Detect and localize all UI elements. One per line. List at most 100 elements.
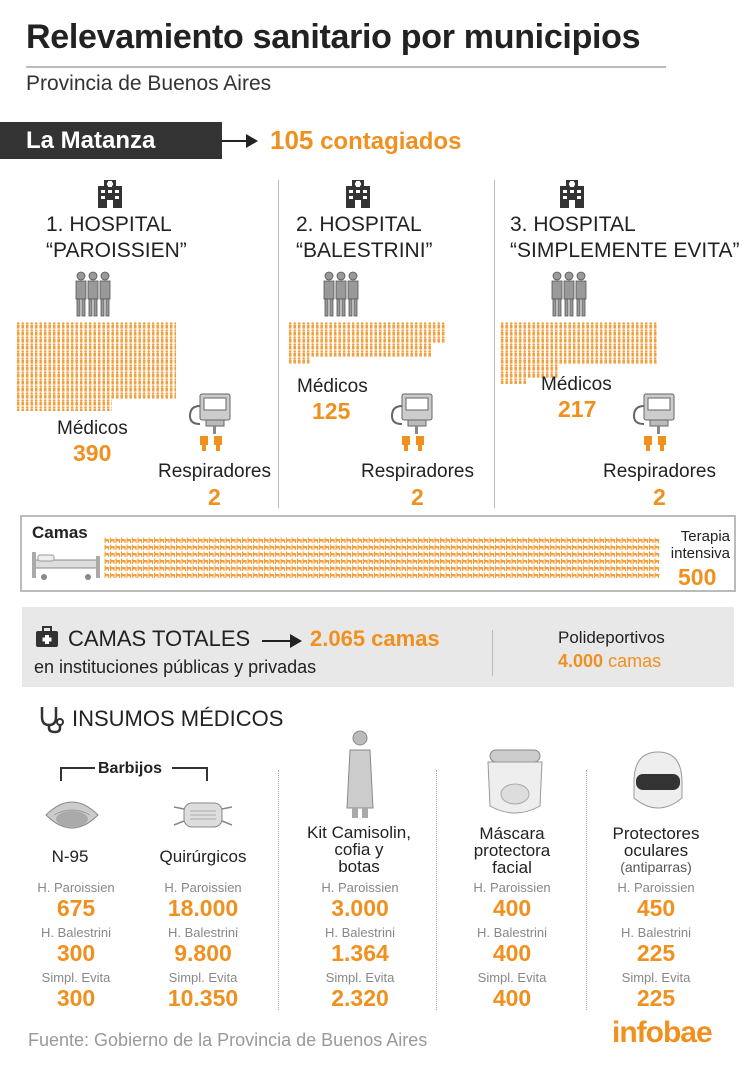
hospital-building-icon xyxy=(560,180,584,208)
supply-sublabel: (antiparras) xyxy=(620,859,692,875)
insumos-heading: INSUMOS MÉDICOS xyxy=(72,706,284,731)
arrow-icon xyxy=(262,640,292,642)
hospital-small-label: Simpl. Evita xyxy=(477,970,547,985)
hospital-small-label: H. Balestrini xyxy=(324,925,396,940)
hospital-small-label: H. Paroissien xyxy=(164,880,242,895)
hospital-title: 3. HOSPITAL “SIMPLEMENTE EVITA” xyxy=(510,212,739,264)
column-divider xyxy=(494,180,495,508)
supply-value: 225 xyxy=(636,985,676,1011)
medicos-label: Médicos xyxy=(57,418,128,439)
hospital-small-label: Simpl. Evita xyxy=(325,970,395,985)
respiradores-count: 2 xyxy=(208,484,221,510)
page-subtitle: Provincia de Buenos Aires xyxy=(26,72,272,95)
supply-value: 675 xyxy=(56,895,96,921)
cases-count: 105 contagiados xyxy=(270,125,461,156)
polideportivos-number: 4.000 xyxy=(558,651,604,671)
arrow-icon xyxy=(222,140,248,142)
barbijos-bracket xyxy=(206,767,208,781)
polideportivos-label: Polideportivos xyxy=(558,628,665,647)
medicos-count: 125 xyxy=(312,398,351,424)
medicos-label: Médicos xyxy=(297,376,368,397)
hospital-title-line: 1. HOSPITAL xyxy=(46,213,172,236)
terapia-label-line: intensiva xyxy=(670,545,730,562)
respiradores-count: 2 xyxy=(653,484,666,510)
supply-label-line: cofia y xyxy=(334,840,384,859)
medical-staff-icon xyxy=(551,271,587,317)
hospital-small-label: Simpl. Evita xyxy=(621,970,691,985)
cases-number: 105 xyxy=(270,125,314,155)
camas-label: Camas xyxy=(32,523,88,542)
medicos-pictogram xyxy=(500,322,657,384)
source-note: Fuente: Gobierno de la Provincia de Buen… xyxy=(28,1030,428,1050)
band-divider xyxy=(492,630,493,676)
hospital-small-label: H. Balestrini xyxy=(620,925,692,940)
medical-staff-icon xyxy=(75,271,111,317)
supply-values-n95: H. Paroissien 675 H. Balestrini 300 Simp… xyxy=(20,880,132,1012)
camas-totales-value: 2.065 camas xyxy=(310,626,440,651)
medical-staff-icon xyxy=(323,271,359,317)
barbijos-label: Barbijos xyxy=(98,760,163,777)
arrow-head-icon xyxy=(290,634,302,648)
hospital-title: 2. HOSPITAL “BALESTRINI” xyxy=(296,212,433,264)
hospital-title-line: “PAROISSIEN” xyxy=(46,239,187,262)
n95-mask-icon xyxy=(45,801,99,829)
respiradores-label: Respiradores xyxy=(158,461,271,482)
hospital-bed-icon xyxy=(32,552,100,580)
respiradores-label: Respiradores xyxy=(361,461,474,482)
column-divider xyxy=(278,770,279,1010)
supply-values-quirurgicos: H. Paroissien 18.000 H. Balestrini 9.800… xyxy=(147,880,259,1012)
respirator-icon xyxy=(390,393,433,451)
supply-value: 300 xyxy=(56,985,96,1011)
supply-value: 2.320 xyxy=(331,985,389,1011)
supply-values-protectores: H. Paroissien 450 H. Balestrini 225 Simp… xyxy=(600,880,712,1012)
supply-label: N-95 xyxy=(51,847,89,866)
barbijos-bracket xyxy=(60,767,62,781)
respiradores-label: Respiradores xyxy=(603,461,716,482)
hospital-title: 1. HOSPITAL “PAROISSIEN” xyxy=(46,212,187,264)
hospital-building-icon xyxy=(98,180,122,208)
hospital-small-label: H. Paroissien xyxy=(37,880,115,895)
supply-label: Máscara protectora facial xyxy=(452,825,572,876)
supply-value: 18.000 xyxy=(167,895,239,921)
hospital-small-label: Simpl. Evita xyxy=(168,970,238,985)
respiradores-count: 2 xyxy=(411,484,424,510)
brand-logo: infobae xyxy=(612,1016,713,1049)
polideportivos-value: 4.000 camas xyxy=(558,651,661,672)
respirator-icon xyxy=(632,393,675,451)
camas-totales-sub: en instituciones públicas y privadas xyxy=(34,657,317,677)
supply-value: 400 xyxy=(492,940,532,966)
camas-totales-label: CAMAS TOTALES xyxy=(68,626,251,651)
municipio-label: La Matanza xyxy=(0,122,222,159)
supply-values-mascara: H. Paroissien 400 H. Balestrini 400 Simp… xyxy=(456,880,568,1012)
supply-value: 400 xyxy=(492,895,532,921)
supply-label-line: Protectores xyxy=(612,824,700,843)
camas-totales-panel xyxy=(22,607,734,687)
supply-values-kit: H. Paroissien 3.000 H. Balestrini 1.364 … xyxy=(304,880,416,1012)
supply-label-line: protectora xyxy=(473,841,551,860)
supply-label-line: Máscara xyxy=(479,824,545,843)
hospital-small-label: H. Paroissien xyxy=(321,880,399,895)
supply-value: 9.800 xyxy=(174,940,232,966)
column-divider xyxy=(278,180,279,508)
column-divider xyxy=(436,770,437,1010)
supply-label: Quirúrgicos xyxy=(159,847,247,866)
column-divider xyxy=(586,770,587,1010)
hospital-small-label: Simpl. Evita xyxy=(41,970,111,985)
medical-kit-icon xyxy=(36,626,58,647)
camas-pictogram xyxy=(104,537,660,579)
supply-label-line: oculares xyxy=(623,841,689,860)
hospital-small-label: H. Balestrini xyxy=(476,925,548,940)
supply-label: Kit Camisolin, cofia y botas xyxy=(294,824,424,875)
respirator-icon xyxy=(188,393,231,451)
arrow-head-icon xyxy=(246,134,258,148)
terapia-label: Terapia intensiva xyxy=(670,528,730,562)
medicos-count: 390 xyxy=(73,440,112,466)
supply-label: Protectores oculares (antiparras) xyxy=(596,825,716,876)
hospital-small-label: H. Paroissien xyxy=(617,880,695,895)
hospital-title-line: “SIMPLEMENTE EVITA” xyxy=(510,239,740,262)
supply-value: 1.364 xyxy=(331,940,389,966)
hospital-title-line: 3. HOSPITAL xyxy=(510,213,636,236)
supply-label-line: Kit Camisolin, xyxy=(307,823,411,842)
stethoscope-icon xyxy=(40,707,64,734)
supply-value: 400 xyxy=(492,985,532,1011)
